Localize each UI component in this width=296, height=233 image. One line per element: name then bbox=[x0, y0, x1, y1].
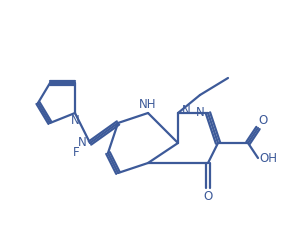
Text: O: O bbox=[203, 189, 213, 202]
Text: F: F bbox=[73, 147, 79, 160]
Text: N: N bbox=[78, 137, 86, 150]
Text: NH: NH bbox=[139, 99, 157, 112]
Text: N: N bbox=[71, 114, 79, 127]
Text: OH: OH bbox=[259, 151, 277, 164]
Text: N: N bbox=[182, 104, 190, 117]
Text: N: N bbox=[196, 106, 204, 120]
Text: O: O bbox=[258, 113, 268, 127]
